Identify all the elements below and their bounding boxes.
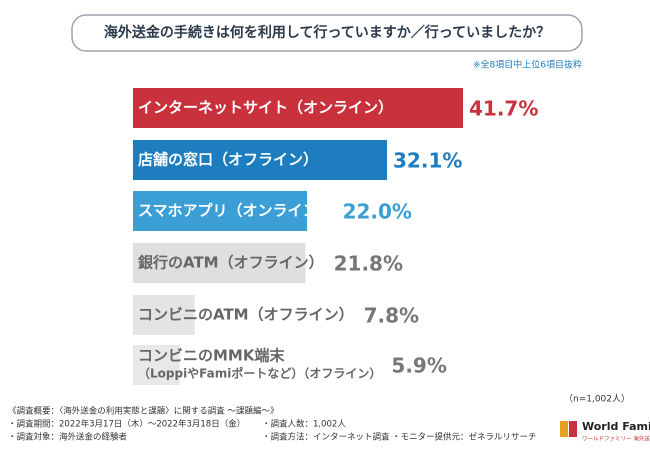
- footer-item: ・調査方法：インターネット調査: [262, 432, 390, 443]
- value-label: 41.7%: [469, 97, 538, 121]
- category-label: （LoppiやFamiポートなど）（オフライン）: [138, 366, 381, 381]
- bar: [133, 243, 306, 283]
- value-label: 32.1%: [393, 149, 462, 173]
- value-label: 21.8%: [334, 252, 403, 276]
- logo-sub: ワールドファミリー 海外送金: [582, 435, 650, 443]
- category-label: コンビニのATM（オフライン）: [138, 306, 354, 324]
- bar: [133, 191, 308, 231]
- sample-size: （n=1,002人）: [564, 394, 630, 405]
- bar: [133, 140, 388, 180]
- footer-item: ・調査対象：海外送金の経験者: [8, 432, 128, 443]
- value-label: 5.9%: [391, 354, 446, 378]
- footer-item: ・調査期間：2022年3月17日（木）～2022年3月18日（金）: [8, 419, 245, 430]
- title-box: [71, 14, 583, 52]
- logo-mark: [560, 421, 568, 437]
- category-label: スマホアプリ（オンライン）: [138, 202, 333, 220]
- value-label: 22.0%: [343, 200, 412, 224]
- category-label: 銀行のATM（オフライン）: [138, 254, 324, 272]
- footer-item: ・モニター提供元：ゼネラルリサーチ: [392, 432, 537, 443]
- bar: [133, 88, 463, 128]
- logo-mark: [569, 421, 577, 437]
- footer-item: ・調査人数：1,002人: [262, 419, 346, 430]
- note: ※全8項目中上位6項目抜粋: [473, 59, 582, 71]
- bar: [133, 345, 180, 385]
- chart-title: 海外送金の手続きは何を利用して行っていますか／行っていましたか？: [104, 24, 550, 41]
- bar: [133, 295, 195, 335]
- logo: World Family: [582, 420, 650, 433]
- category-label: インターネットサイト（オンライン）: [138, 99, 393, 117]
- category-label: 店舗の窓口（オフライン）: [138, 151, 318, 169]
- category-label: コンビニのMMK端末: [138, 347, 285, 365]
- value-label: 7.8%: [364, 304, 419, 328]
- footer-summary: 《調査概要：〈海外送金の利用実態と課題〉に関する調査 ～課題編～》: [8, 406, 278, 417]
